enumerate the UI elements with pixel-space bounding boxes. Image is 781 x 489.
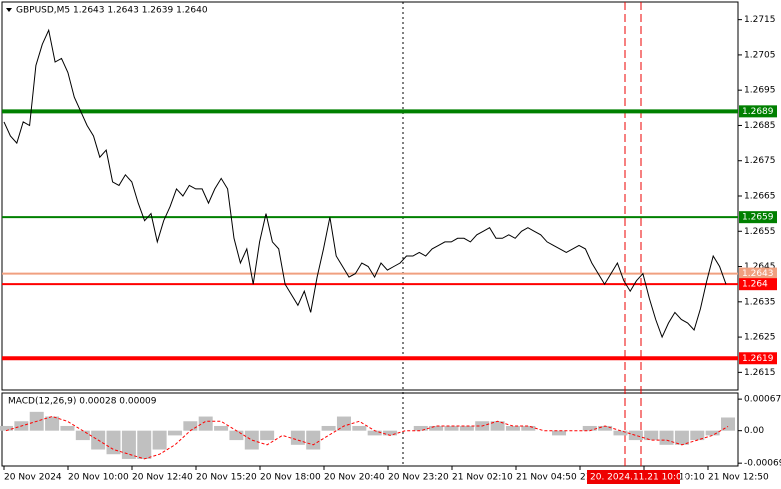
histogram-bar [690,430,705,441]
histogram-bar [229,430,244,441]
crosshair-box [587,470,680,484]
histogram-bar [367,430,382,436]
x-tick-label: 20 Nov 23:20 [388,473,449,483]
level-label-box [739,211,777,224]
histogram-bar [598,425,613,431]
histogram-bar [152,430,167,450]
histogram-bar [705,430,720,436]
chart-title: GBPUSD,M5 1.2643 1.2643 1.2639 1.2640 [16,6,208,16]
y-tick-label: 1.2615 [744,368,776,378]
histogram-bar [137,430,152,459]
histogram-bar [459,425,474,431]
histogram-bar [552,430,567,436]
histogram-bar [60,425,75,431]
level-label-box [739,352,777,365]
histogram-bar [321,425,336,431]
y-tick-label: 1.2665 [744,192,776,202]
y-tick-label: 1.2655 [744,227,776,237]
y-tick-label: 1.2675 [744,156,776,166]
level-label-box [739,267,777,280]
y-tick-label: -0.00069 [744,459,781,469]
level-label: 1.2619 [742,354,774,364]
histogram-bar [244,430,259,450]
histogram-bar [644,430,659,441]
histogram-bar [444,425,459,431]
level-label-box [739,105,777,118]
histogram-bar [45,416,60,431]
histogram-bar [260,430,275,441]
x-tick-label: 20 Nov 2024 [4,473,62,483]
x-tick-label: 20 Nov 20:40 [324,473,385,483]
x-tick-label: 20 Nov 10:00 [68,473,129,483]
histogram-bar [429,425,444,431]
histogram-bar [674,430,689,445]
histogram-bar [290,430,305,445]
histogram-bar [214,425,229,431]
y-tick-label: 0.00 [744,426,764,436]
histogram-bar [336,416,351,431]
signal-line [5,415,729,460]
histogram-bar [167,430,182,436]
x-tick-label: 21 Nov 04:50 [516,473,577,483]
histogram-bar [582,425,597,431]
histogram-bar [490,421,505,431]
level-label: 1.2643 [742,269,774,279]
level-label-box [739,278,777,291]
y-tick-label: 1.2635 [744,297,776,307]
y-tick-label: 1.2645 [744,262,776,272]
histogram-bar [352,425,367,431]
histogram-bar [198,416,213,431]
histogram-bar [521,425,536,431]
price-panel [1,1,739,391]
x-tick-label: 20 Nov 15:20 [196,473,257,483]
histogram-bar [505,425,520,431]
histogram-bar [75,430,90,441]
histogram-bar [383,430,398,436]
histogram-bar [106,430,121,455]
histogram-bar [613,430,628,436]
level-label: 1.264 [742,280,768,290]
histogram-bar [183,421,198,431]
title-arrow [6,8,12,12]
histogram-bar [413,425,428,431]
y-tick-label: 1.2685 [744,121,776,131]
crosshair-label: 20. 2024.11.21 10:05 [590,473,688,483]
price-line [3,28,727,339]
y-tick-label: 1.2715 [744,15,776,25]
x-tick-label: 20 Nov 18:00 [260,473,321,483]
level-label: 1.2659 [742,213,774,223]
x-tick-label: 21 Nov 12:50 [708,473,769,483]
x-tick-label: 20 Nov 12:40 [132,473,193,483]
histogram-bar [659,430,674,445]
histogram-bar [628,430,643,441]
histogram-bar [0,425,13,431]
y-tick-label: 1.2625 [744,333,776,343]
level-label: 1.2689 [742,107,774,117]
y-tick-label: 1.2695 [744,86,776,96]
histogram-bar [306,430,321,450]
x-tick-label: 21 Nov 02:10 [452,473,513,483]
y-tick-label: 0.00067 [744,395,781,405]
histogram-bar [121,430,136,459]
histogram-bar [721,417,735,431]
y-tick-label: 1.2705 [744,50,776,60]
macd-title: MACD(12,26,9) 0.00028 0.00009 [8,397,157,407]
